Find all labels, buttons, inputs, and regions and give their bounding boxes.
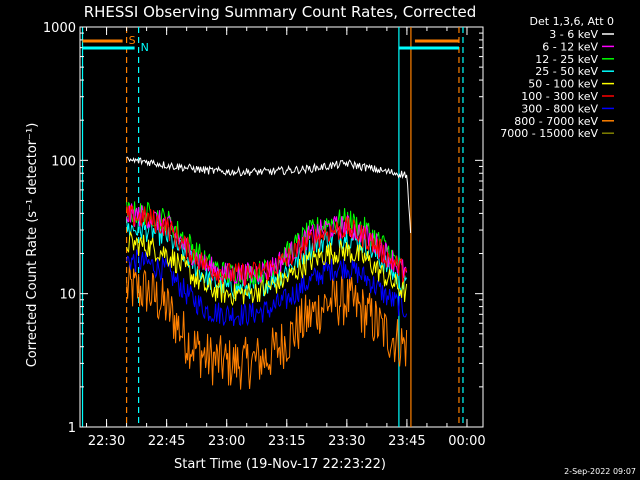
flag-label: N — [141, 41, 149, 54]
series-lines — [126, 156, 412, 390]
x-tick-label: 23:15 — [268, 434, 305, 449]
x-tick-label: 23:45 — [388, 434, 425, 449]
series-line — [126, 156, 412, 234]
legend-header: Det 1,3,6, Att 0 — [530, 15, 614, 28]
x-tick-label: 22:45 — [148, 434, 185, 449]
x-axis: 22:30 22:45 23:00 23:15 23:30 23:45 00:00 — [86, 27, 486, 449]
chart-title: RHESSI Observing Summary Count Rates, Co… — [84, 3, 477, 21]
y-axis: 1 10 100 1000 — [43, 21, 483, 436]
legend-label: 25 - 50 keV — [535, 65, 598, 78]
series-line — [126, 205, 408, 288]
x-axis-label: Start Time (19-Nov-17 22:23:22) — [174, 457, 386, 472]
legend-label: 300 - 800 keV — [521, 102, 598, 115]
legend-label: 6 - 12 keV — [542, 40, 598, 53]
legend-label: 12 - 25 keV — [535, 53, 598, 66]
plot-frame — [79, 26, 484, 428]
y-tick-label: 1000 — [43, 21, 76, 36]
y-tick-label: 10 — [59, 288, 76, 303]
legend-label: 3 - 6 keV — [549, 28, 598, 41]
y-tick-label: 100 — [51, 154, 76, 169]
series-line — [126, 230, 408, 307]
x-tick-label: 23:00 — [208, 434, 245, 449]
legend-label: 7000 - 15000 keV — [500, 127, 598, 140]
y-axis-label: Corrected Count Rate (s⁻¹ detector⁻¹) — [25, 123, 40, 368]
x-tick-label: 00:00 — [448, 434, 485, 449]
plot-area — [79, 26, 484, 428]
y-tick-label: 1 — [68, 421, 76, 436]
flag-label: S — [129, 34, 136, 47]
series-line — [126, 262, 408, 390]
x-tick-label: 22:30 — [88, 434, 125, 449]
timestamp: 2-Sep-2022 09:07 — [564, 467, 636, 476]
legend-label: 50 - 100 keV — [528, 78, 598, 91]
legend-label: 100 - 300 keV — [521, 90, 598, 103]
x-tick-label: 23:30 — [328, 434, 365, 449]
attenuator-flags: SN — [82, 34, 459, 54]
legend-label: 800 - 7000 keV — [514, 115, 598, 128]
series-line — [126, 249, 408, 327]
